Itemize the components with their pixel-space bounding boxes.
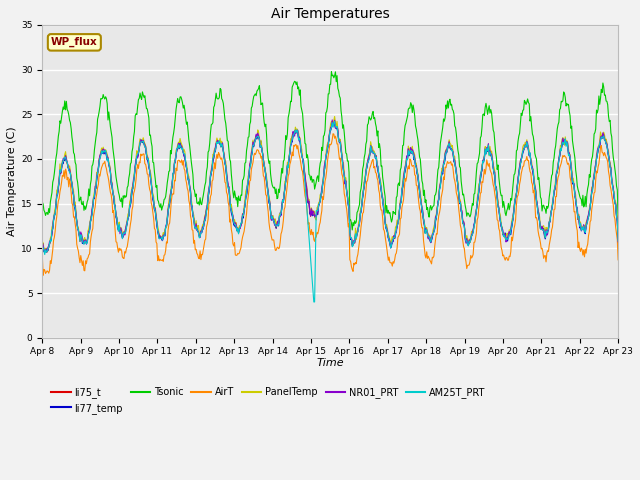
- NR01_PRT: [109, 189, 116, 195]
- AirT: [39, 272, 47, 278]
- li77_temp: [402, 165, 410, 170]
- Line: AirT: AirT: [42, 134, 618, 275]
- AirT: [38, 253, 46, 259]
- Tsonic: [402, 120, 410, 126]
- Tsonic: [348, 227, 356, 233]
- NR01_PRT: [419, 207, 426, 213]
- AirT: [329, 131, 337, 137]
- li75_t: [168, 187, 175, 193]
- AirT: [402, 178, 410, 184]
- PanelTemp: [614, 238, 622, 243]
- Text: WP_flux: WP_flux: [51, 37, 98, 48]
- NR01_PRT: [38, 240, 46, 246]
- PanelTemp: [419, 209, 426, 215]
- AM25T_PRT: [49, 226, 56, 232]
- Line: Tsonic: Tsonic: [42, 72, 618, 230]
- li75_t: [198, 229, 205, 235]
- NR01_PRT: [50, 216, 58, 222]
- PanelTemp: [198, 227, 205, 233]
- NR01_PRT: [614, 239, 622, 245]
- li77_temp: [198, 230, 205, 236]
- AM25T_PRT: [197, 230, 205, 236]
- PanelTemp: [168, 184, 175, 190]
- AM25T_PRT: [402, 163, 410, 168]
- Tsonic: [328, 69, 335, 74]
- li75_t: [419, 211, 426, 216]
- Line: PanelTemp: PanelTemp: [42, 117, 618, 250]
- li77_temp: [419, 211, 426, 217]
- NR01_PRT: [168, 187, 175, 193]
- NR01_PRT: [402, 162, 410, 168]
- Tsonic: [49, 179, 56, 185]
- li75_t: [109, 190, 116, 196]
- li75_t: [614, 240, 622, 245]
- Tsonic: [108, 134, 116, 140]
- AirT: [109, 210, 116, 216]
- li77_temp: [168, 187, 175, 193]
- Title: Air Temperatures: Air Temperatures: [271, 7, 390, 21]
- Tsonic: [197, 201, 205, 207]
- li75_t: [38, 241, 46, 247]
- PanelTemp: [402, 159, 410, 165]
- AirT: [50, 238, 58, 243]
- AM25T_PRT: [108, 182, 116, 188]
- li77_temp: [329, 120, 337, 126]
- AirT: [198, 252, 205, 257]
- AM25T_PRT: [310, 299, 317, 305]
- li75_t: [331, 118, 339, 124]
- PanelTemp: [331, 114, 339, 120]
- PanelTemp: [50, 216, 58, 222]
- Legend: li75_t, li77_temp, Tsonic, AirT, PanelTemp, NR01_PRT, AM25T_PRT: li75_t, li77_temp, Tsonic, AirT, PanelTe…: [47, 383, 490, 418]
- X-axis label: Time: Time: [316, 358, 344, 368]
- AirT: [614, 257, 622, 263]
- AM25T_PRT: [614, 238, 622, 244]
- li75_t: [50, 217, 58, 223]
- li75_t: [41, 250, 49, 255]
- NR01_PRT: [44, 248, 51, 254]
- AM25T_PRT: [38, 243, 46, 249]
- Line: NR01_PRT: NR01_PRT: [42, 120, 618, 251]
- AM25T_PRT: [166, 194, 174, 200]
- AM25T_PRT: [331, 119, 339, 124]
- AirT: [419, 225, 426, 230]
- Tsonic: [38, 199, 46, 205]
- NR01_PRT: [328, 117, 336, 123]
- li77_temp: [38, 242, 46, 248]
- li77_temp: [50, 217, 58, 223]
- Tsonic: [614, 217, 622, 223]
- PanelTemp: [109, 187, 116, 193]
- AM25T_PRT: [419, 211, 426, 216]
- Line: li75_t: li75_t: [42, 121, 618, 252]
- li77_temp: [109, 189, 116, 195]
- Line: li77_temp: li77_temp: [42, 123, 618, 252]
- AirT: [168, 199, 175, 204]
- Tsonic: [166, 148, 174, 154]
- PanelTemp: [44, 247, 51, 253]
- Tsonic: [419, 181, 426, 187]
- Y-axis label: Air Temperature (C): Air Temperature (C): [7, 126, 17, 236]
- li77_temp: [42, 249, 50, 255]
- li75_t: [402, 162, 410, 168]
- PanelTemp: [38, 239, 46, 244]
- Line: AM25T_PRT: AM25T_PRT: [42, 121, 618, 302]
- li77_temp: [614, 238, 622, 243]
- NR01_PRT: [198, 229, 205, 235]
